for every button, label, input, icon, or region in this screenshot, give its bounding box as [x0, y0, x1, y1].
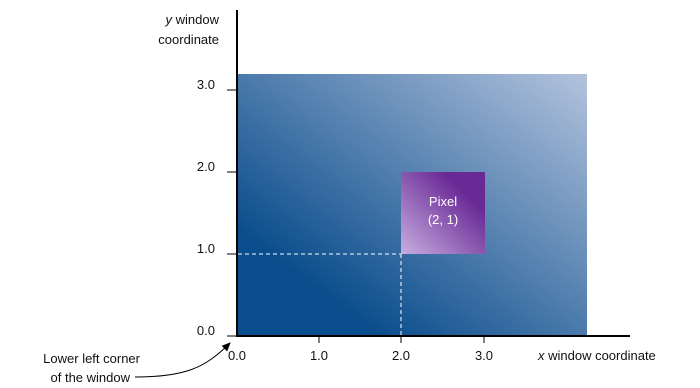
x-axis-variable: x [537, 348, 545, 363]
y-axis-title-rest: window [172, 12, 220, 27]
y-tick-label: 3.0 [197, 77, 215, 92]
pixel-square [401, 172, 485, 254]
corner-arrow [134, 342, 231, 378]
corner-note-line2: of the window [51, 370, 131, 385]
y-axis-title-line2: coordinate [158, 32, 219, 47]
x-tick-label: 2.0 [392, 348, 410, 363]
pixel-label-line1: Pixel [429, 194, 457, 209]
x-tick-label: 1.0 [310, 348, 328, 363]
y-tick-label: 2.0 [197, 159, 215, 174]
x-tick-label: 0.0 [228, 348, 246, 363]
x-axis-title: x window coordinate [537, 348, 656, 363]
corner-note-line1: Lower left corner [43, 351, 140, 366]
x-tick-label: 3.0 [475, 348, 493, 363]
y-axis-title-line1: y window [165, 12, 220, 27]
y-tick-label: 0.0 [197, 323, 215, 338]
y-tick-label: 1.0 [197, 241, 215, 256]
y-axis-variable: y [165, 12, 174, 27]
x-axis-title-rest: window coordinate [545, 348, 656, 363]
pixel-label-line2: (2, 1) [428, 212, 458, 227]
